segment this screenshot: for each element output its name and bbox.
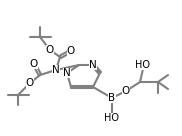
Text: O: O xyxy=(30,59,38,69)
Text: B: B xyxy=(108,93,116,103)
Text: N: N xyxy=(89,60,97,70)
Text: O: O xyxy=(26,78,34,88)
Text: HO: HO xyxy=(136,60,151,70)
Text: N: N xyxy=(52,65,60,75)
Text: O: O xyxy=(122,86,130,96)
Text: HO: HO xyxy=(104,113,120,123)
Text: O: O xyxy=(67,46,75,56)
Text: O: O xyxy=(46,45,54,55)
Text: N: N xyxy=(63,68,71,78)
